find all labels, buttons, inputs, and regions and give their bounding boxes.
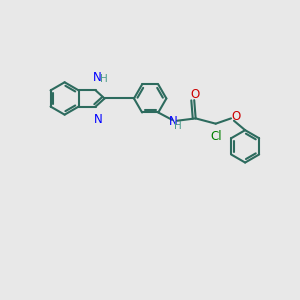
Text: O: O (232, 110, 241, 122)
Text: N: N (169, 115, 178, 128)
Text: Cl: Cl (210, 130, 222, 143)
Text: O: O (190, 88, 200, 101)
Text: H: H (100, 74, 107, 84)
Text: H: H (174, 121, 182, 131)
Text: N: N (94, 113, 102, 126)
Text: N: N (93, 71, 101, 84)
